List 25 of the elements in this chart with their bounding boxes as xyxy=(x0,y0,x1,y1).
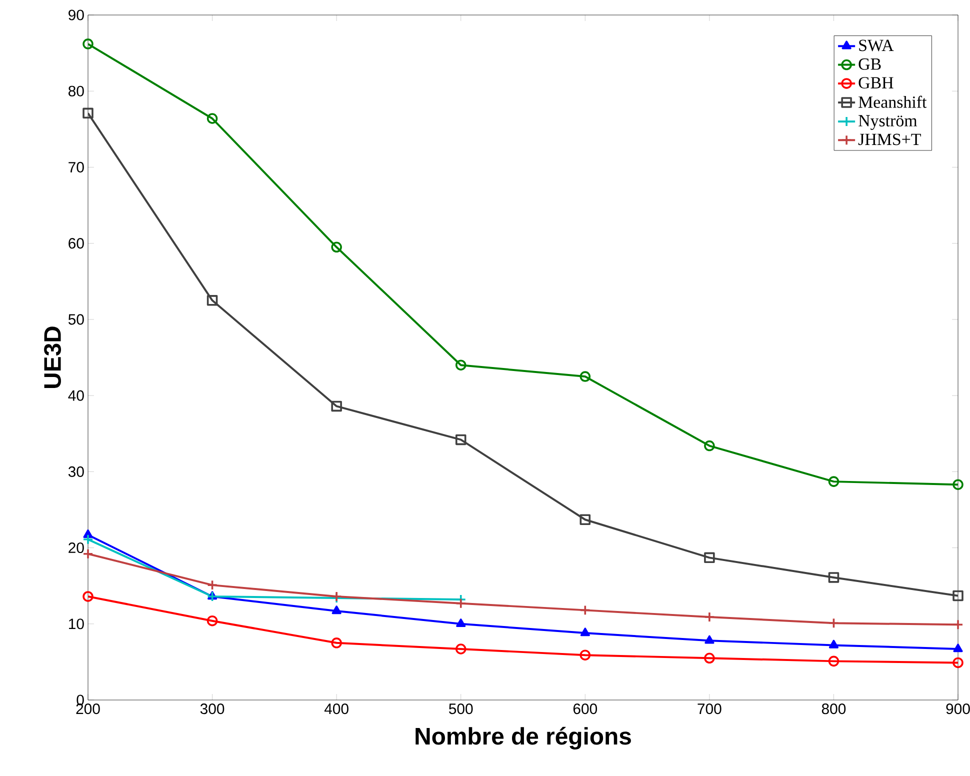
x-tick-label: 800 xyxy=(822,704,846,714)
y-tick-label: 90 xyxy=(68,10,84,20)
x-tick-label: 500 xyxy=(448,704,473,714)
y-axis-title: UE3D xyxy=(44,326,62,388)
y-tick-label: 80 xyxy=(68,86,84,96)
x-tick-label: 600 xyxy=(573,704,598,714)
legend-label: JHMS+T xyxy=(858,134,921,146)
legend-label: GB xyxy=(858,58,881,70)
y-tick-label: 70 xyxy=(68,162,84,173)
y-tick-label: 60 xyxy=(68,238,84,249)
x-tick-label: 200 xyxy=(76,704,100,714)
x-tick-label: 300 xyxy=(200,704,224,714)
legend-label: SWA xyxy=(859,40,894,52)
x-tick-label: 400 xyxy=(324,704,348,714)
legend-label: Nyström xyxy=(858,115,918,130)
x-tick-label: 700 xyxy=(698,704,722,714)
legend-label: Meanshift xyxy=(858,96,927,108)
y-tick-label: 30 xyxy=(68,466,84,477)
x-axis-title: Nombre de régions xyxy=(416,726,631,750)
y-tick-label: 10 xyxy=(69,618,84,630)
x-tick-label: 900 xyxy=(946,704,970,714)
y-tick-label: 50 xyxy=(68,314,84,325)
y-tick-label: 40 xyxy=(68,390,84,401)
legend-label: GBH xyxy=(858,77,894,88)
y-tick-label: 20 xyxy=(68,542,84,554)
